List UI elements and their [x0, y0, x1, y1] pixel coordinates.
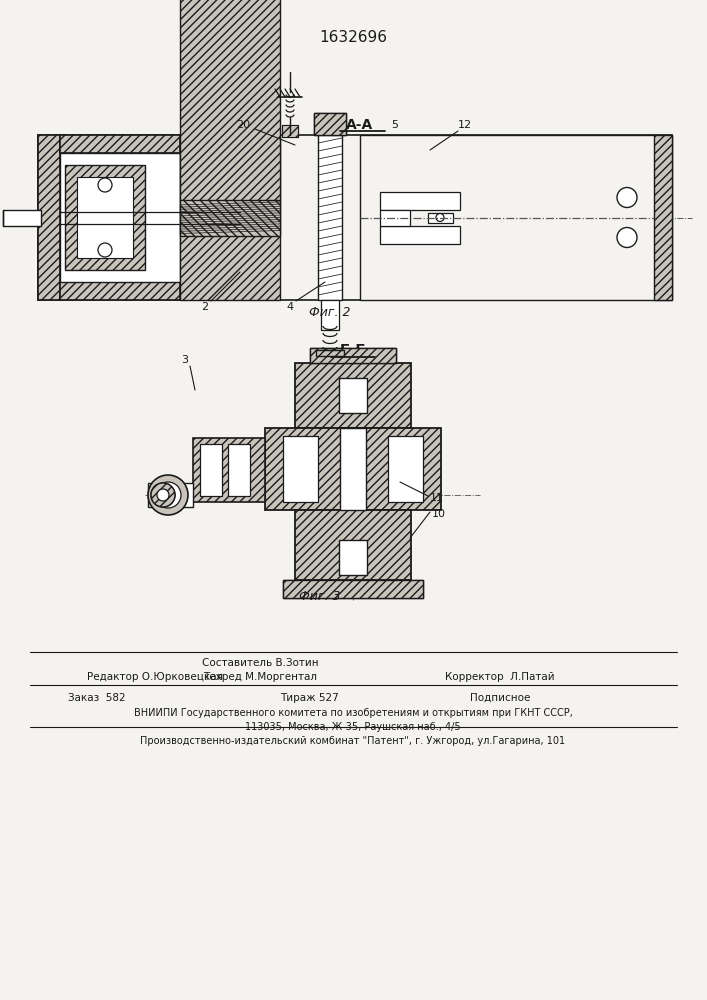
Bar [3, 210, 41, 226]
Bar [283, 580, 423, 598]
Text: Составитель В.Зотин: Составитель В.Зотин [201, 658, 318, 668]
Bar [228, 444, 250, 496]
Bar [388, 436, 423, 502]
Bar [65, 165, 145, 270]
Circle shape [151, 483, 175, 507]
Bar [321, 300, 339, 330]
Bar [343, 544, 363, 556]
Text: ВНИИПИ Государственного комитета по изобретениям и открытиям при ГКНТ СССР,: ВНИИПИ Государственного комитета по изоб… [134, 708, 573, 718]
Text: 1632696: 1632696 [319, 29, 387, 44]
Text: 113035, Москва, Ж-35, Раушская наб., 4/5: 113035, Москва, Ж-35, Раушская наб., 4/5 [245, 722, 461, 732]
Text: 10: 10 [432, 509, 446, 519]
Circle shape [155, 482, 181, 508]
Text: 12: 12 [458, 120, 472, 130]
Bar [310, 348, 396, 363]
Bar [380, 210, 410, 226]
Bar [265, 428, 441, 510]
Text: Заказ  582: Заказ 582 [68, 693, 126, 703]
Circle shape [617, 188, 637, 208]
Bar [295, 510, 411, 580]
Bar [314, 113, 346, 135]
Text: 5: 5 [392, 120, 399, 130]
Bar [283, 436, 318, 502]
Bar [148, 483, 193, 507]
Bar [380, 226, 460, 243]
Bar [318, 125, 342, 300]
Bar [380, 192, 460, 210]
Bar [38, 135, 60, 300]
Bar [282, 125, 298, 137]
Bar [282, 125, 298, 137]
Bar [38, 135, 672, 300]
Circle shape [148, 475, 188, 515]
Bar [310, 348, 396, 363]
Bar [180, 0, 280, 300]
Bar [314, 113, 346, 135]
Text: Техред М.Моргентал: Техред М.Моргентал [203, 672, 317, 682]
Text: Фиг. 2: Фиг. 2 [309, 306, 351, 318]
Bar [654, 135, 672, 300]
Text: 2: 2 [201, 302, 209, 312]
Bar [428, 213, 453, 223]
Text: 4: 4 [286, 302, 293, 312]
Bar [60, 282, 180, 300]
Text: Редактор О.Юрковецкая: Редактор О.Юрковецкая [87, 672, 223, 682]
Circle shape [151, 483, 175, 507]
Text: 20: 20 [236, 120, 250, 130]
Bar [295, 363, 411, 428]
Bar [340, 428, 366, 510]
Text: Производственно-издательский комбинат "Патент", г. Ужгород, ул.Гагарина, 101: Производственно-издательский комбинат "П… [141, 736, 566, 746]
Bar [180, 200, 280, 235]
Text: Фиг. 3: Фиг. 3 [299, 590, 341, 603]
Circle shape [436, 214, 444, 222]
Bar [200, 444, 222, 496]
Bar [339, 540, 367, 575]
Bar [339, 378, 367, 413]
Text: Б-Б: Б-Б [339, 343, 366, 357]
Bar [316, 350, 344, 356]
Text: Корректор  Л.Патай: Корректор Л.Патай [445, 672, 555, 682]
Text: Подписное: Подписное [470, 693, 530, 703]
Circle shape [157, 489, 169, 501]
Bar [193, 438, 265, 502]
Bar [360, 135, 672, 300]
Bar [180, 135, 280, 200]
Text: 11: 11 [430, 493, 444, 503]
Circle shape [98, 178, 112, 192]
Text: А-А: А-А [346, 118, 373, 132]
Text: Тираж 527: Тираж 527 [280, 693, 339, 703]
Bar [77, 177, 133, 258]
Bar [60, 153, 180, 282]
Bar [60, 135, 180, 153]
Text: 3: 3 [182, 355, 189, 365]
Circle shape [617, 228, 637, 247]
Bar [343, 397, 363, 409]
Bar [283, 580, 423, 598]
Circle shape [98, 243, 112, 257]
